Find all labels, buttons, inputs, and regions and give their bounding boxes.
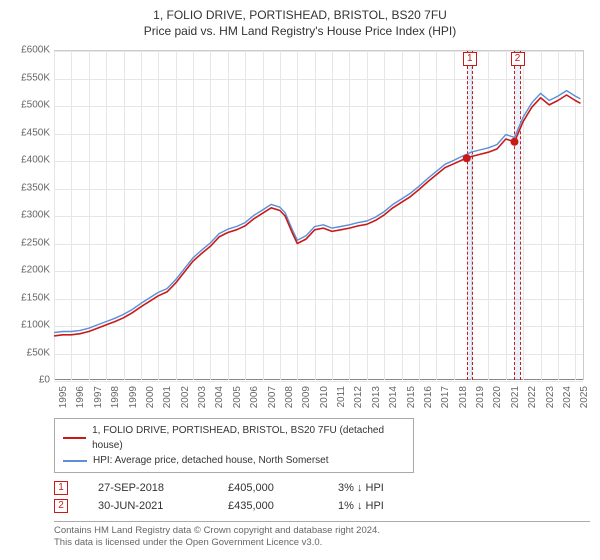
sale-delta: 3% ↓ HPI [338,482,428,494]
x-tick-label: 2018 [458,386,469,408]
legend-row: HPI: Average price, detached house, Nort… [63,453,405,468]
y-tick-label: £200K [10,265,50,276]
x-tick-label: 2014 [388,386,399,408]
legend-label: HPI: Average price, detached house, Nort… [93,453,329,468]
x-tick-label: 2006 [249,386,260,408]
sale-delta: 1% ↓ HPI [338,500,428,512]
x-tick-label: 2011 [336,386,347,408]
sale-markers-table: 1 27-SEP-2018 £405,000 3% ↓ HPI 2 30-JUN-2021… [54,479,590,515]
x-tick-label: 2001 [162,386,173,408]
sale-row-badge: 1 [54,481,68,495]
x-tick-label: 1996 [75,386,86,408]
chart-area: £0 £50K £100K £150K £200K £250K £300K £350K £400… [10,44,590,414]
x-tick-label: 1999 [128,386,139,408]
y-tick-label: £0 [10,375,50,386]
x-tick-label: 2013 [371,386,382,408]
x-tick-label: 2021 [510,386,521,408]
sale-date: 27-SEP-2018 [98,482,198,494]
y-tick-label: £400K [10,155,50,166]
x-tick-label: 2022 [527,386,538,408]
x-tick-label: 1998 [110,386,121,408]
x-tick-label: 2020 [492,386,503,408]
series-line [54,95,581,336]
y-tick-label: £550K [10,72,50,83]
x-tick-label: 2015 [406,386,417,408]
x-tick-label: 1997 [93,386,104,408]
x-tick-label: 2010 [319,386,330,408]
legend-swatch [63,437,86,439]
x-tick-label: 2000 [145,386,156,408]
legend-label: 1, FOLIO DRIVE, PORTISHEAD, BRISTOL, BS2… [92,423,405,453]
x-tick-label: 2002 [180,386,191,408]
sale-price: £435,000 [228,500,308,512]
y-tick-label: £50K [10,347,50,358]
x-tick-label: 2003 [197,386,208,408]
x-tick-label: 2024 [562,386,573,408]
x-tick-label: 2025 [579,386,590,408]
legend-swatch [63,460,87,462]
x-tick-label: 2017 [440,386,451,408]
sale-row: 2 30-JUN-2021 £435,000 1% ↓ HPI [54,497,590,515]
sale-marker-badge: 1 [463,52,477,66]
y-tick-label: £150K [10,292,50,303]
x-tick-label: 2004 [214,386,225,408]
sale-dot [510,138,518,146]
sale-row-badge: 2 [54,499,68,513]
y-tick-label: £500K [10,100,50,111]
sale-row: 1 27-SEP-2018 £405,000 3% ↓ HPI [54,479,590,497]
footer-line-2: This data is licensed under the Open Gov… [54,537,590,549]
series-line [54,91,581,333]
y-tick-label: £100K [10,320,50,331]
title-line-1: 1, FOLIO DRIVE, PORTISHEAD, BRISTOL, BS2… [10,8,590,22]
title-line-2: Price paid vs. HM Land Registry's House … [10,24,590,38]
legend: 1, FOLIO DRIVE, PORTISHEAD, BRISTOL, BS2… [54,418,414,473]
x-tick-label: 2007 [267,386,278,408]
footer-line-1: Contains HM Land Registry data © Crown c… [54,525,590,537]
x-tick-label: 2005 [232,386,243,408]
x-tick-label: 2009 [301,386,312,408]
sale-dot [463,154,471,162]
x-tick-label: 2016 [423,386,434,408]
x-tick-label: 2012 [353,386,364,408]
sale-date: 30-JUN-2021 [98,500,198,512]
y-tick-label: £600K [10,45,50,56]
y-tick-label: £450K [10,127,50,138]
plot-region [54,50,584,380]
x-tick-label: 2008 [284,386,295,408]
footer-attribution: Contains HM Land Registry data © Crown c… [54,521,590,550]
sale-price: £405,000 [228,482,308,494]
gridline-h [54,381,583,382]
y-tick-label: £250K [10,237,50,248]
y-tick-label: £350K [10,182,50,193]
chart-title: 1, FOLIO DRIVE, PORTISHEAD, BRISTOL, BS2… [10,8,590,38]
x-tick-label: 1995 [58,386,69,408]
legend-row: 1, FOLIO DRIVE, PORTISHEAD, BRISTOL, BS2… [63,423,405,453]
x-tick-label: 2019 [475,386,486,408]
x-tick-label: 2023 [545,386,556,408]
line-layer [54,51,584,381]
y-tick-label: £300K [10,210,50,221]
sale-marker-badge: 2 [511,52,525,66]
